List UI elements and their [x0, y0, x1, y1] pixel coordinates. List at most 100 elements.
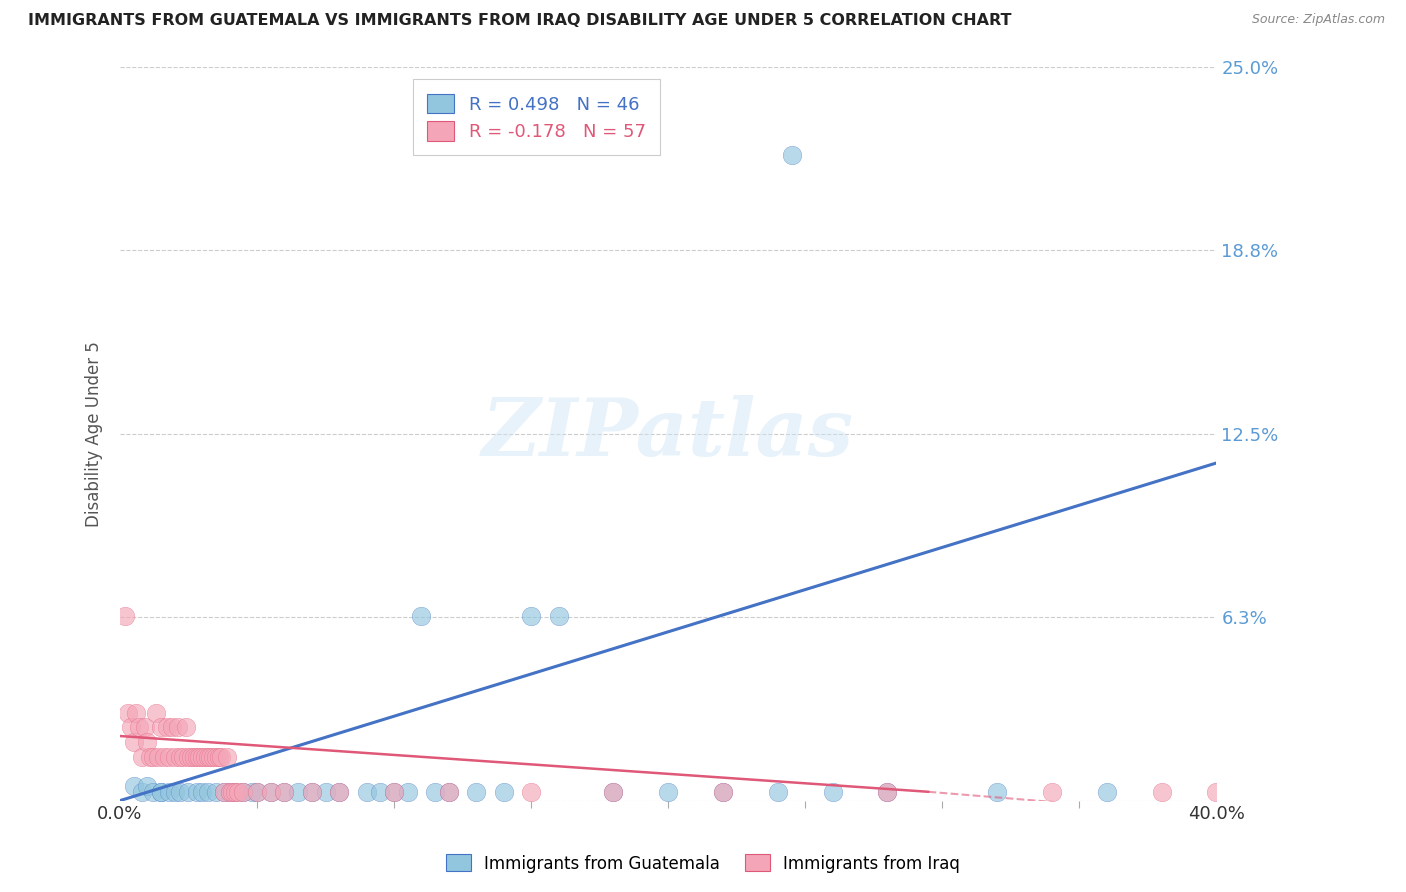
Point	[520, 608, 543, 623]
Point	[150, 785, 173, 799]
Point	[218, 785, 240, 799]
Point	[260, 785, 283, 799]
Point	[260, 785, 283, 799]
Legend: Immigrants from Guatemala, Immigrants from Iraq: Immigrants from Guatemala, Immigrants fr…	[439, 847, 967, 880]
Point	[1040, 785, 1063, 799]
Point	[224, 785, 246, 799]
Point	[142, 749, 165, 764]
Point	[186, 785, 208, 799]
Point	[780, 147, 803, 161]
Point	[520, 785, 543, 799]
Point	[396, 785, 419, 799]
Y-axis label: Disability Age Under 5: Disability Age Under 5	[86, 341, 103, 526]
Point	[160, 720, 183, 734]
Point	[125, 706, 148, 720]
Point	[246, 785, 269, 799]
Point	[205, 785, 228, 799]
Point	[226, 785, 249, 799]
Point	[492, 785, 515, 799]
Point	[465, 785, 488, 799]
Point	[148, 749, 170, 764]
Point	[200, 749, 222, 764]
Point	[150, 720, 173, 734]
Point	[122, 735, 145, 749]
Point	[273, 785, 295, 799]
Point	[328, 785, 350, 799]
Point	[120, 720, 142, 734]
Point	[142, 785, 165, 799]
Point	[1095, 785, 1118, 799]
Point	[287, 785, 309, 799]
Point	[602, 785, 624, 799]
Point	[131, 749, 153, 764]
Point	[382, 785, 405, 799]
Point	[134, 720, 156, 734]
Point	[986, 785, 1008, 799]
Point	[174, 720, 197, 734]
Point	[163, 749, 186, 764]
Point	[411, 608, 433, 623]
Point	[117, 706, 139, 720]
Point	[301, 785, 323, 799]
Point	[766, 785, 789, 799]
Point	[128, 720, 150, 734]
Point	[246, 785, 269, 799]
Point	[145, 706, 167, 720]
Point	[169, 785, 191, 799]
Point	[232, 785, 254, 799]
Point	[547, 608, 569, 623]
Point	[382, 785, 405, 799]
Point	[711, 785, 734, 799]
Point	[240, 785, 263, 799]
Point	[191, 785, 214, 799]
Point	[370, 785, 392, 799]
Point	[177, 785, 200, 799]
Point	[218, 785, 240, 799]
Point	[197, 749, 219, 764]
Point	[188, 749, 211, 764]
Point	[221, 785, 243, 799]
Point	[122, 779, 145, 793]
Point	[224, 785, 246, 799]
Point	[1150, 785, 1173, 799]
Point	[180, 749, 202, 764]
Point	[821, 785, 844, 799]
Point	[183, 749, 205, 764]
Point	[209, 749, 232, 764]
Point	[711, 785, 734, 799]
Point	[177, 749, 200, 764]
Point	[202, 749, 225, 764]
Point	[136, 735, 159, 749]
Point	[150, 785, 173, 799]
Point	[197, 785, 219, 799]
Point	[212, 785, 235, 799]
Point	[876, 785, 898, 799]
Point	[301, 785, 323, 799]
Point	[131, 785, 153, 799]
Point	[212, 785, 235, 799]
Point	[205, 749, 228, 764]
Point	[437, 785, 460, 799]
Legend: R = 0.498   N = 46, R = -0.178   N = 57: R = 0.498 N = 46, R = -0.178 N = 57	[413, 79, 661, 155]
Point	[163, 785, 186, 799]
Point	[157, 749, 180, 764]
Point	[114, 608, 136, 623]
Point	[208, 749, 231, 764]
Point	[425, 785, 447, 799]
Point	[232, 785, 254, 799]
Text: IMMIGRANTS FROM GUATEMALA VS IMMIGRANTS FROM IRAQ DISABILITY AGE UNDER 5 CORRELA: IMMIGRANTS FROM GUATEMALA VS IMMIGRANTS …	[28, 13, 1012, 29]
Point	[186, 749, 208, 764]
Point	[169, 749, 191, 764]
Point	[194, 749, 217, 764]
Point	[315, 785, 337, 799]
Point	[437, 785, 460, 799]
Point	[153, 749, 176, 764]
Point	[328, 785, 350, 799]
Point	[191, 749, 214, 764]
Point	[602, 785, 624, 799]
Point	[273, 785, 295, 799]
Point	[166, 720, 188, 734]
Point	[172, 749, 194, 764]
Point	[876, 785, 898, 799]
Text: Source: ZipAtlas.com: Source: ZipAtlas.com	[1251, 13, 1385, 27]
